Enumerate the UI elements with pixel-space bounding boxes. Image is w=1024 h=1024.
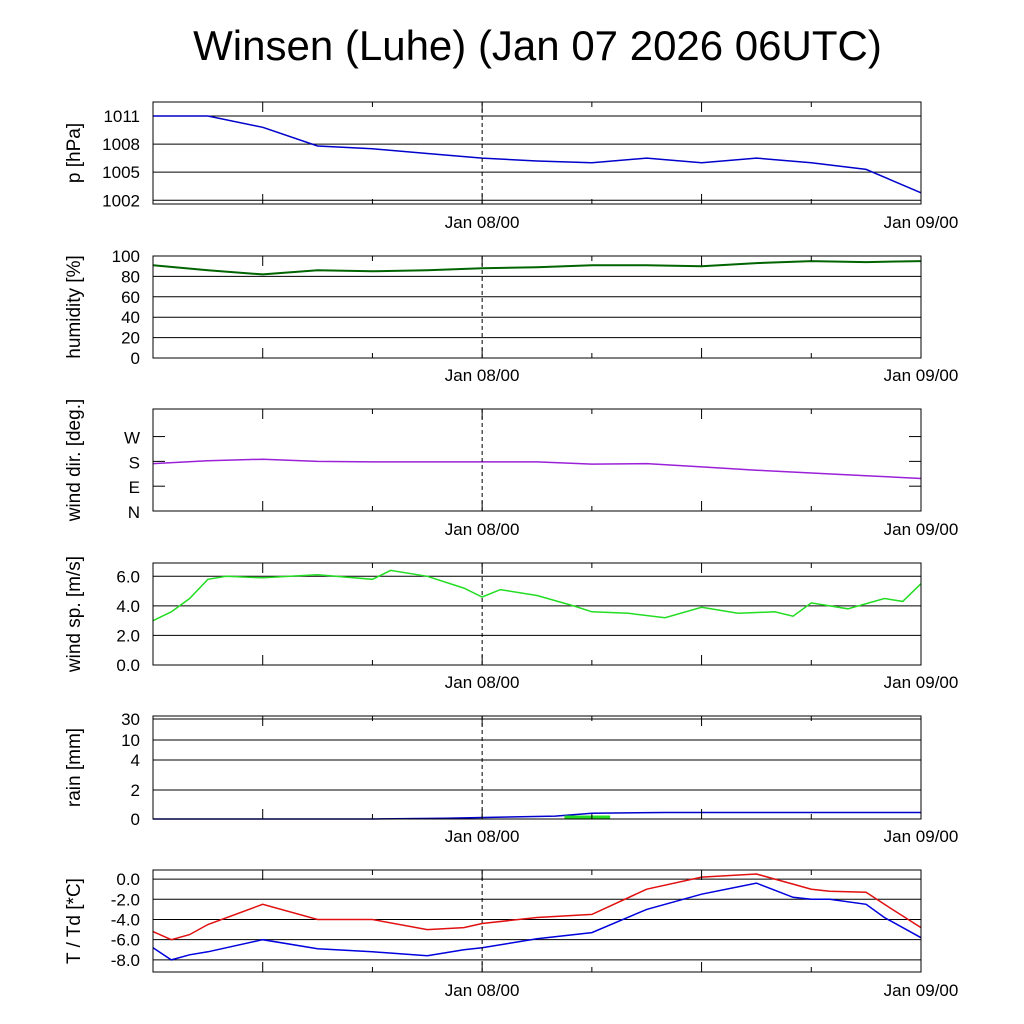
rain-ylabel: rain [mm] — [64, 728, 85, 807]
temperature-xtick-label: Jan 08/00 — [445, 981, 520, 1000]
humidity-ytick-label: 0 — [131, 349, 140, 368]
wind_speed-ytick-label: 6.0 — [116, 567, 140, 586]
humidity-xtick-label: Jan 09/00 — [884, 366, 959, 385]
wind_dir-ytick-label: W — [124, 429, 140, 448]
wind_speed-xtick-label: Jan 09/00 — [884, 673, 959, 692]
humidity-ytick-label: 60 — [121, 288, 140, 307]
temperature-ytick-label: 0.0 — [116, 870, 140, 889]
wind_speed-ytick-label: 2.0 — [116, 626, 140, 645]
temperature-line — [152, 873, 922, 941]
temperature-ytick-label: -8.0 — [111, 951, 140, 970]
rain-line — [153, 811, 921, 820]
pressure-xtick-label: Jan 08/00 — [445, 213, 520, 232]
rain-ytick-label: 4 — [131, 751, 140, 770]
wind_dir-xtick-label: Jan 08/00 — [445, 520, 520, 539]
wind_dir-ytick-label: E — [129, 478, 140, 497]
wind_speed-ylabel: wind sp. [m/s] — [64, 556, 85, 673]
rain-ytick-label: 0 — [131, 810, 140, 829]
chart-title: Winsen (Luhe) (Jan 07 2026 06UTC) — [193, 22, 882, 69]
wind_dir-ylabel: wind dir. [deg.] — [64, 399, 85, 523]
pressure-xtick-label: Jan 09/00 — [884, 213, 959, 232]
humidity-ytick-label: 20 — [121, 329, 140, 348]
wind_dir-frame — [152, 408, 922, 512]
rain-ytick-label: 30 — [121, 710, 140, 729]
pressure-ytick-label: 1011 — [103, 107, 140, 126]
humidity-line — [152, 260, 922, 276]
humidity-ytick-label: 40 — [121, 308, 140, 327]
humidity-frame — [152, 255, 922, 359]
pressure-frame — [152, 101, 922, 205]
rain-frame — [152, 715, 922, 820]
rain-xtick-label: Jan 08/00 — [445, 827, 520, 846]
rain-ytick-label: 10 — [121, 731, 140, 750]
rain-xtick-label: Jan 09/00 — [884, 827, 959, 846]
wind_speed-xtick-label: Jan 08/00 — [445, 673, 520, 692]
pressure-ytick-label: 1002 — [102, 191, 140, 210]
wind_dir-line — [152, 458, 922, 480]
wind_speed-ytick-label: 4.0 — [116, 597, 140, 616]
pressure-ytick-label: 1005 — [102, 163, 140, 182]
humidity-ytick-label: 80 — [121, 267, 140, 286]
wind_speed-line — [152, 569, 922, 622]
temperature-ytick-label: -4.0 — [111, 910, 140, 929]
temperature-ylabel: T / Td [*C] — [64, 878, 85, 964]
temperature-xtick-label: Jan 09/00 — [884, 981, 959, 1000]
wind_dir-ytick-label: N — [128, 503, 140, 522]
humidity-xtick-label: Jan 08/00 — [445, 366, 520, 385]
temperature-ytick-label: -6.0 — [111, 931, 140, 950]
temperature-ytick-label: -2.0 — [111, 890, 140, 909]
humidity-ytick-label: 100 — [112, 247, 140, 266]
wind_speed-ytick-label: 0.0 — [116, 656, 140, 675]
wind_dir-ytick-label: S — [129, 453, 140, 472]
dewpoint-line — [152, 882, 922, 961]
rain-ytick-label: 2 — [131, 781, 140, 800]
wind_dir-xtick-label: Jan 09/00 — [884, 520, 959, 539]
pressure-ylabel: p [hPa] — [64, 123, 85, 183]
temperature-frame — [152, 869, 922, 973]
pressure-ytick-label: 1008 — [102, 135, 140, 154]
pressure-line — [153, 115, 922, 194]
humidity-ylabel: humidity [%] — [64, 255, 85, 358]
wind_speed-frame — [152, 562, 922, 666]
